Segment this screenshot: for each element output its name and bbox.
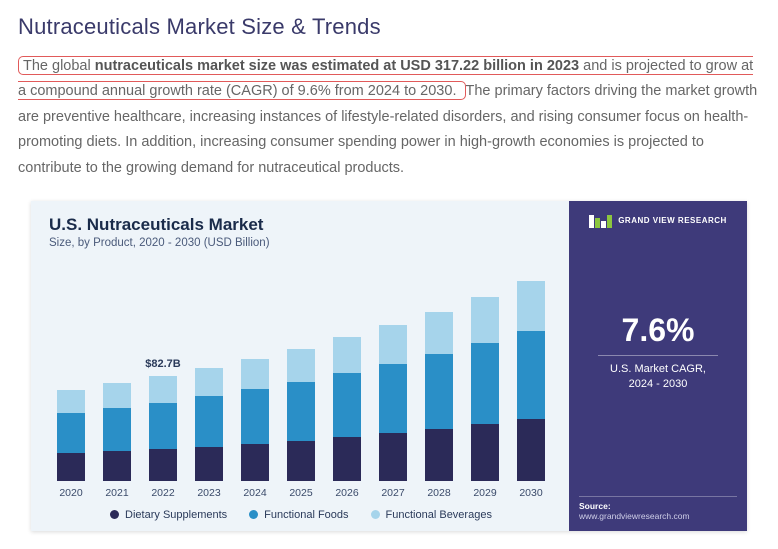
bar-segment (425, 354, 453, 428)
bar-segment (195, 368, 223, 396)
bar-segment (471, 424, 499, 481)
bar-segment (57, 453, 85, 481)
legend-item: Dietary Supplements (110, 509, 227, 521)
year-label: 2027 (381, 487, 404, 499)
legend-dot-icon (371, 510, 380, 519)
cagr-value: 7.6% (598, 312, 718, 349)
year-label: 2025 (289, 487, 312, 499)
bar-segment (379, 433, 407, 481)
bar-segment (333, 437, 361, 481)
bar-column: $82.7B2022 (145, 376, 181, 499)
bar-segment (241, 444, 269, 481)
year-label: 2022 (151, 487, 174, 499)
bar-segment (57, 390, 85, 412)
source-block: Source: www.grandviewresearch.com (579, 496, 737, 521)
bar-segment (195, 447, 223, 481)
bar-segment (241, 389, 269, 443)
legend-dot-icon (110, 510, 119, 519)
bar-segment (287, 441, 315, 481)
source-label: Source: (579, 501, 737, 511)
year-label: 2028 (427, 487, 450, 499)
bar-segment (103, 451, 131, 481)
logo-mark-icon (589, 215, 612, 228)
bar-column: 2025 (283, 349, 319, 499)
legend-item: Functional Beverages (371, 509, 492, 521)
bar-segment (517, 281, 545, 331)
chart-area: U.S. Nutraceuticals Market Size, by Prod… (31, 201, 569, 531)
bar-segment (517, 419, 545, 481)
bar-segment (471, 297, 499, 343)
year-label: 2020 (59, 487, 82, 499)
chart-title: U.S. Nutraceuticals Market (49, 215, 553, 235)
bar-segment (103, 408, 131, 451)
side-panel: GRAND VIEW RESEARCH 7.6% U.S. Market CAG… (569, 201, 747, 531)
page-title: Nutraceuticals Market Size & Trends (18, 14, 760, 40)
bar-column: 2024 (237, 359, 273, 499)
bar-segment (287, 382, 315, 440)
bars-container: 20202021$82.7B20222023202420252026202720… (49, 257, 553, 499)
legend-label: Dietary Supplements (125, 509, 227, 521)
hl-pre: The global (23, 58, 95, 74)
legend-dot-icon (249, 510, 258, 519)
year-label: 2029 (473, 487, 496, 499)
chart-card: U.S. Nutraceuticals Market Size, by Prod… (31, 201, 747, 531)
bar-segment (57, 413, 85, 453)
summary-paragraph: The global nutraceuticals market size wa… (18, 54, 760, 181)
bar-column: 2030 (513, 281, 549, 499)
bar-segment (149, 376, 177, 402)
bar-segment (379, 325, 407, 364)
bar-segment (103, 383, 131, 407)
year-label: 2021 (105, 487, 128, 499)
year-label: 2026 (335, 487, 358, 499)
bar-column: 2023 (191, 368, 227, 499)
brand-text: GRAND VIEW RESEARCH (618, 217, 727, 226)
chart-subtitle: Size, by Product, 2020 - 2030 (USD Billi… (49, 237, 553, 249)
year-label: 2023 (197, 487, 220, 499)
cagr-label-1: U.S. Market CAGR, (598, 362, 718, 377)
bar-callout-label: $82.7B (145, 358, 180, 372)
bar-segment (517, 331, 545, 418)
bar-column: 2029 (467, 297, 503, 499)
bar-segment (471, 343, 499, 423)
bar-segment (425, 429, 453, 481)
bar-column: 2026 (329, 337, 365, 499)
bar-segment (425, 312, 453, 354)
bar-column: 2021 (99, 383, 135, 498)
bar-segment (149, 403, 177, 449)
bar-segment (195, 396, 223, 446)
bar-column: 2027 (375, 325, 411, 499)
legend-label: Functional Foods (264, 509, 348, 521)
cagr-label-2: 2024 - 2030 (598, 377, 718, 392)
hl-bold: nutraceuticals market size was estimated… (95, 58, 579, 74)
source-url: www.grandviewresearch.com (579, 511, 737, 521)
year-label: 2024 (243, 487, 266, 499)
chart-legend: Dietary Supplements Functional Foods Funct… (49, 509, 553, 521)
bar-segment (379, 364, 407, 432)
bar-segment (287, 349, 315, 382)
bar-column: 2020 (53, 390, 89, 498)
bar-segment (149, 449, 177, 481)
year-label: 2030 (519, 487, 542, 499)
bar-segment (333, 337, 361, 373)
cagr-block: 7.6% U.S. Market CAGR, 2024 - 2030 (598, 312, 718, 393)
bar-segment (333, 373, 361, 436)
bar-segment (241, 359, 269, 389)
brand-logo: GRAND VIEW RESEARCH (589, 215, 727, 228)
legend-item: Functional Foods (249, 509, 348, 521)
legend-label: Functional Beverages (386, 509, 492, 521)
bar-column: 2028 (421, 312, 457, 499)
